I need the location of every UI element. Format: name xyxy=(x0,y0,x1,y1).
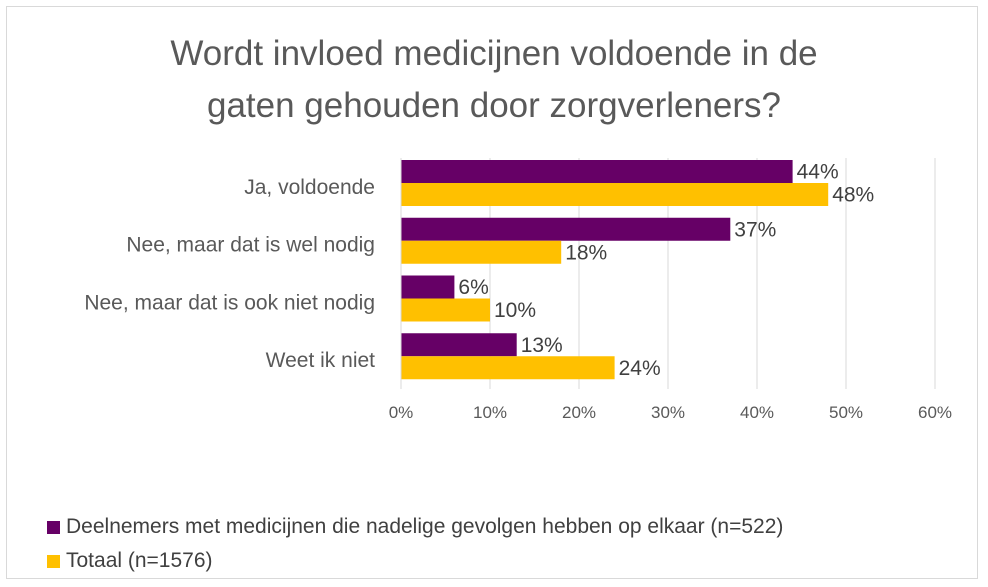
legend-swatch-series-2 xyxy=(47,554,60,568)
legend-item-series-2: Totaal (n=1576) xyxy=(47,544,783,578)
data-label: 18% xyxy=(565,241,607,264)
data-label: 37% xyxy=(734,218,776,241)
legend-item-series-1: Deelnemers met medicijnen die nadelige g… xyxy=(47,510,783,544)
chart-title-line-2: gaten gehouden door zorgverleners? xyxy=(206,86,782,125)
bar-series-2 xyxy=(401,240,562,264)
bar-series-1 xyxy=(401,275,455,299)
chart-title: Wordt invloed medicijnen voldoende in de… xyxy=(0,28,988,132)
category-label: Nee, maar dat is wel nodig xyxy=(126,234,375,257)
legend-label-series-2: Totaal (n=1576) xyxy=(66,549,213,572)
chart-frame xyxy=(6,6,978,579)
data-label: 13% xyxy=(521,334,563,357)
data-label: 44% xyxy=(797,161,839,184)
x-tick-label: 40% xyxy=(740,403,774,422)
x-tick-label: 50% xyxy=(829,403,863,422)
category-label: Ja, voldoende xyxy=(244,176,375,199)
chart-title-line-1: Wordt invloed medicijnen voldoende in de xyxy=(170,34,818,73)
x-tick-label: 20% xyxy=(562,403,596,422)
bar-series-1 xyxy=(401,217,731,241)
data-label: 6% xyxy=(458,276,488,299)
category-label: Weet ik niet xyxy=(266,349,375,372)
bar-series-1 xyxy=(401,160,793,183)
data-label: 24% xyxy=(619,357,661,380)
x-tick-label: 30% xyxy=(651,403,685,422)
bar-series-2 xyxy=(401,183,829,206)
bar-series-2 xyxy=(401,298,490,322)
bar-series-2 xyxy=(401,356,615,380)
data-label: 10% xyxy=(494,299,536,322)
category-label: Nee, maar dat is ook niet nodig xyxy=(84,291,375,314)
bar-series-1 xyxy=(401,333,517,357)
x-tick-label: 60% xyxy=(918,403,952,422)
x-tick-label: 10% xyxy=(473,403,507,422)
legend-swatch-series-1 xyxy=(47,520,60,534)
legend: Deelnemers met medicijnen die nadelige g… xyxy=(47,510,783,578)
x-tick-label: 0% xyxy=(389,403,414,422)
legend-label-series-1: Deelnemers met medicijnen die nadelige g… xyxy=(66,515,784,538)
data-label: 48% xyxy=(832,184,874,207)
